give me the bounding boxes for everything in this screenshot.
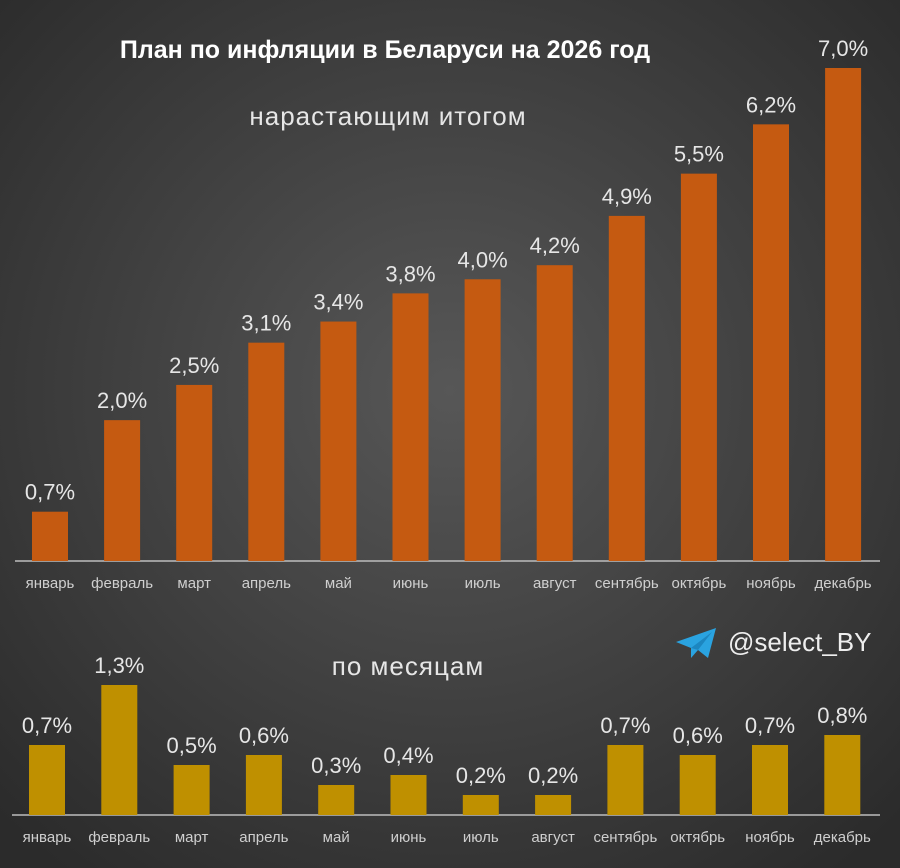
data-label-monthly: 0,6%	[239, 723, 289, 748]
tick-label-monthly: апрель	[239, 829, 288, 846]
subtitle-cumulative: нарастающим итогом	[249, 101, 526, 131]
tick-label-cumulative: ноябрь	[746, 575, 796, 592]
tick-label-monthly: январь	[23, 829, 72, 846]
data-label-cumulative: 3,4%	[313, 290, 363, 315]
data-label-monthly: 0,5%	[167, 733, 217, 758]
bar-cumulative	[320, 321, 357, 561]
data-label-cumulative: 0,7%	[25, 480, 75, 505]
bar-cumulative	[392, 293, 429, 561]
tick-label-monthly: июнь	[391, 829, 427, 846]
data-label-monthly: 1,3%	[94, 653, 144, 678]
telegram-icon	[676, 628, 716, 658]
tick-label-monthly: март	[175, 829, 209, 846]
data-label-cumulative: 6,2%	[746, 92, 796, 117]
tick-label-monthly: декабрь	[814, 829, 871, 846]
bar-monthly	[607, 745, 644, 815]
tick-label-monthly: октябрь	[670, 829, 725, 846]
tick-label-monthly: сентябрь	[593, 829, 657, 846]
tick-label-cumulative: август	[533, 575, 577, 592]
data-label-monthly: 0,7%	[22, 713, 72, 738]
tick-label-cumulative: июнь	[393, 575, 429, 592]
tick-label-monthly: июль	[463, 829, 499, 846]
tick-label-cumulative: октябрь	[671, 575, 726, 592]
bar-cumulative	[104, 420, 141, 561]
tick-label-cumulative: апрель	[242, 575, 291, 592]
tick-label-cumulative: май	[325, 575, 352, 592]
bar-monthly	[679, 755, 716, 815]
bar-monthly	[101, 685, 138, 815]
bar-monthly	[390, 775, 427, 815]
bar-monthly	[29, 745, 65, 815]
data-label-cumulative: 7,0%	[818, 36, 868, 61]
tick-label-monthly: февраль	[88, 829, 150, 846]
tick-label-cumulative: июль	[465, 575, 501, 592]
tick-label-cumulative: март	[177, 575, 211, 592]
bar-cumulative	[464, 279, 501, 561]
tick-label-cumulative: январь	[26, 575, 75, 592]
data-label-cumulative: 4,0%	[458, 247, 508, 272]
data-label-monthly: 0,7%	[600, 713, 650, 738]
bar-cumulative	[536, 265, 573, 561]
data-label-monthly: 0,2%	[456, 763, 506, 788]
data-label-cumulative: 3,1%	[241, 311, 291, 336]
bar-cumulative	[176, 384, 213, 561]
data-label-monthly: 0,8%	[817, 703, 867, 728]
data-label-monthly: 0,7%	[745, 713, 795, 738]
data-label-cumulative: 5,5%	[674, 142, 724, 167]
data-label-monthly: 0,6%	[673, 723, 723, 748]
bar-monthly	[245, 755, 282, 815]
bar-cumulative	[680, 173, 717, 561]
bar-cumulative	[753, 124, 789, 561]
watermark[interactable]: @select_BY	[728, 627, 871, 657]
subtitle-monthly: по месяцам	[332, 651, 484, 681]
data-label-cumulative: 2,0%	[97, 388, 147, 413]
tick-label-monthly: май	[323, 829, 350, 846]
data-label-cumulative: 4,9%	[602, 184, 652, 209]
bar-monthly	[173, 765, 210, 815]
data-label-monthly: 0,2%	[528, 763, 578, 788]
bar-monthly	[535, 795, 572, 815]
tick-label-monthly: август	[531, 829, 575, 846]
chart-title: План по инфляции в Беларуси на 2026 год	[120, 36, 650, 64]
data-label-cumulative: 4,2%	[530, 233, 580, 258]
bar-monthly	[752, 745, 788, 815]
data-label-monthly: 0,3%	[311, 753, 361, 778]
bar-monthly	[318, 785, 355, 815]
tick-label-monthly: ноябрь	[745, 829, 795, 846]
data-label-monthly: 0,4%	[383, 743, 433, 768]
bar-monthly	[462, 795, 499, 815]
tick-label-cumulative: декабрь	[815, 575, 872, 592]
bar-cumulative	[248, 342, 285, 561]
bar-cumulative	[608, 215, 645, 561]
bar-cumulative	[825, 68, 862, 561]
tick-label-cumulative: февраль	[91, 575, 153, 592]
data-label-cumulative: 2,5%	[169, 353, 219, 378]
tick-label-cumulative: сентябрь	[595, 575, 659, 592]
bar-monthly	[824, 735, 861, 815]
data-label-cumulative: 3,8%	[385, 261, 435, 286]
bar-cumulative	[32, 511, 68, 561]
